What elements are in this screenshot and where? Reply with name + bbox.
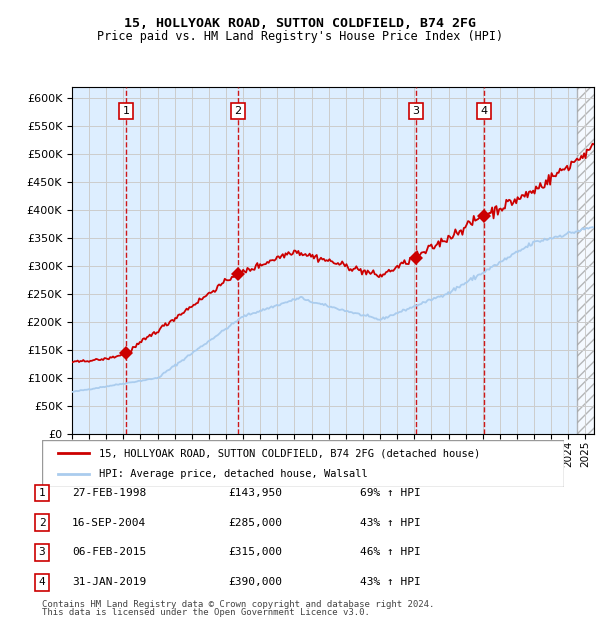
- Text: 1: 1: [122, 106, 130, 116]
- Text: £143,950: £143,950: [228, 488, 282, 498]
- Text: 27-FEB-1998: 27-FEB-1998: [72, 488, 146, 498]
- Text: 15, HOLLYOAK ROAD, SUTTON COLDFIELD, B74 2FG (detached house): 15, HOLLYOAK ROAD, SUTTON COLDFIELD, B74…: [100, 448, 481, 458]
- Text: 43% ↑ HPI: 43% ↑ HPI: [360, 577, 421, 587]
- Text: 16-SEP-2004: 16-SEP-2004: [72, 518, 146, 528]
- Text: 4: 4: [481, 106, 488, 116]
- Text: 1: 1: [38, 488, 46, 498]
- Text: £315,000: £315,000: [228, 547, 282, 557]
- FancyBboxPatch shape: [42, 440, 564, 487]
- Text: 69% ↑ HPI: 69% ↑ HPI: [360, 488, 421, 498]
- Text: 2: 2: [235, 106, 242, 116]
- Text: £285,000: £285,000: [228, 518, 282, 528]
- Text: 4: 4: [38, 577, 46, 587]
- Text: Price paid vs. HM Land Registry's House Price Index (HPI): Price paid vs. HM Land Registry's House …: [97, 30, 503, 43]
- Text: 15, HOLLYOAK ROAD, SUTTON COLDFIELD, B74 2FG: 15, HOLLYOAK ROAD, SUTTON COLDFIELD, B74…: [124, 17, 476, 30]
- Text: £390,000: £390,000: [228, 577, 282, 587]
- Text: 3: 3: [413, 106, 419, 116]
- Text: 43% ↑ HPI: 43% ↑ HPI: [360, 518, 421, 528]
- Text: 46% ↑ HPI: 46% ↑ HPI: [360, 547, 421, 557]
- Bar: [577, 87, 594, 434]
- Text: 3: 3: [38, 547, 46, 557]
- Text: 31-JAN-2019: 31-JAN-2019: [72, 577, 146, 587]
- Text: 2: 2: [38, 518, 46, 528]
- Text: This data is licensed under the Open Government Licence v3.0.: This data is licensed under the Open Gov…: [42, 608, 370, 617]
- Text: HPI: Average price, detached house, Walsall: HPI: Average price, detached house, Wals…: [100, 469, 368, 479]
- Text: 06-FEB-2015: 06-FEB-2015: [72, 547, 146, 557]
- Text: Contains HM Land Registry data © Crown copyright and database right 2024.: Contains HM Land Registry data © Crown c…: [42, 600, 434, 609]
